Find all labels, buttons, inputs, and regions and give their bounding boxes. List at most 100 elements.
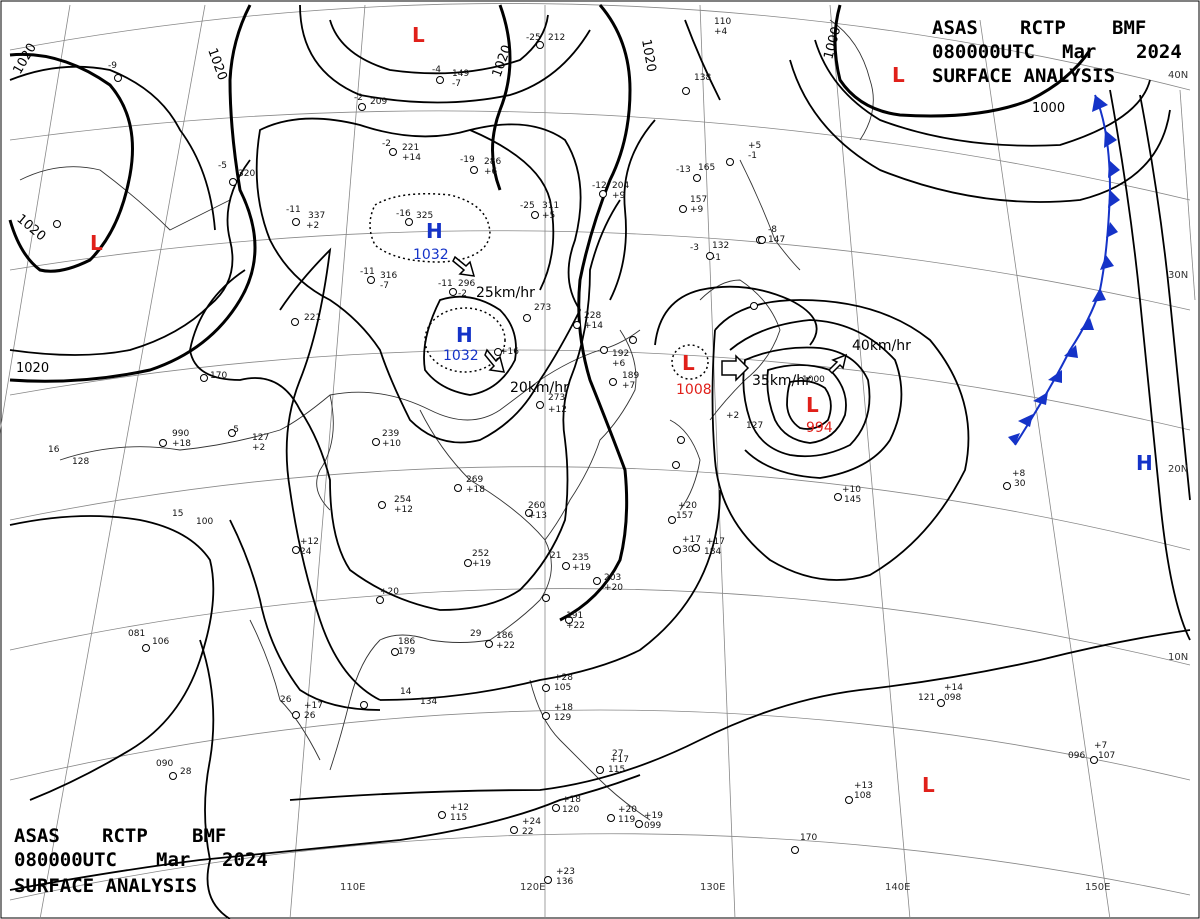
- station-circle: [679, 205, 687, 213]
- station-circle: [573, 321, 581, 329]
- station-circle: [536, 401, 544, 409]
- header-code: BMF: [192, 825, 226, 847]
- station-value: +12: [548, 405, 567, 415]
- station-value: +24: [522, 817, 541, 827]
- station-circle: [200, 374, 208, 382]
- coastline: [249, 619, 321, 761]
- movement-arrow-icon: [827, 353, 848, 375]
- station-value: -4: [432, 65, 441, 75]
- low-pressure-icon: L: [892, 63, 905, 87]
- isobar: [684, 19, 721, 101]
- station-value: +12: [450, 803, 469, 813]
- station-value: 157: [690, 195, 707, 205]
- front-triangle: [1048, 370, 1062, 383]
- station-value: 273: [548, 393, 565, 403]
- isobar-label: 1000: [821, 25, 844, 61]
- isobar-label: 1000: [1032, 101, 1065, 116]
- front-triangle: [1106, 222, 1118, 238]
- station-value: 110: [714, 17, 731, 27]
- meridian-line: [829, 4, 911, 919]
- front-triangle: [1018, 414, 1033, 427]
- isobar: [279, 247, 381, 701]
- station-value: 204: [612, 181, 629, 191]
- isobar: [9, 65, 216, 231]
- major-isobar: [8, 52, 134, 273]
- header-bottom: ASAS RCTP BMF 080000UTC Mar 2024 SURFACE…: [14, 825, 268, 897]
- station-circle: [292, 218, 300, 226]
- high-pressure-icon: H: [456, 323, 473, 347]
- station-value: 212: [548, 33, 565, 43]
- station-value: +28: [554, 673, 573, 683]
- isobar: [469, 129, 555, 291]
- header-station: RCTP: [1020, 17, 1066, 39]
- isobar: [1109, 89, 1191, 641]
- movement-speed-label: 20km/hr: [510, 380, 569, 396]
- isobar: [189, 199, 621, 611]
- station-circle: [672, 461, 680, 469]
- station-value: 228: [584, 311, 601, 321]
- isobar: [814, 39, 1151, 147]
- station-value: 107: [1098, 751, 1115, 761]
- station-value: 254: [394, 495, 411, 505]
- parallel-line: [9, 588, 1191, 666]
- lat-label: 40N: [1168, 70, 1188, 81]
- movement-speed-label: 25km/hr: [476, 285, 535, 301]
- station-value: 165: [698, 163, 715, 173]
- station-value: +12: [300, 537, 319, 547]
- station-circle: [750, 302, 758, 310]
- station-value: +23: [556, 867, 575, 877]
- header-year: 2024: [222, 849, 268, 871]
- station-circle: [525, 509, 533, 517]
- station-value: -5: [230, 425, 239, 435]
- station-value: 108: [854, 791, 871, 801]
- coastline: [529, 679, 651, 821]
- station-value: +13: [854, 781, 873, 791]
- station-circle: [845, 796, 853, 804]
- movement-arrow-icon: [484, 348, 506, 373]
- parallel-line: [9, 230, 1191, 311]
- low-pressure-icon: L: [90, 231, 103, 255]
- station-value: 106: [152, 637, 169, 647]
- isobar: [199, 639, 231, 919]
- station-value: 15: [172, 509, 183, 519]
- station-value: +10: [382, 439, 401, 449]
- station-circle: [372, 438, 380, 446]
- station-circle: [169, 772, 177, 780]
- front-triangle: [1092, 95, 1108, 112]
- front-triangle: [1100, 255, 1114, 270]
- station-circle: [542, 712, 550, 720]
- lon-label: 140E: [885, 882, 910, 893]
- isobar-label: 1020: [638, 38, 659, 73]
- high-pressure-icon: H: [1136, 451, 1153, 475]
- station-circle: [510, 826, 518, 834]
- lat-label: 30N: [1168, 270, 1188, 281]
- station-value: 28: [180, 767, 192, 777]
- station-value: 29: [470, 629, 482, 639]
- header-code: BMF: [1112, 17, 1146, 39]
- coastline: [544, 329, 637, 541]
- station-circle: [531, 211, 539, 219]
- front-triangle: [1104, 130, 1117, 148]
- station-value: 157: [676, 511, 693, 521]
- station-circle: [1003, 482, 1011, 490]
- station-value: 138: [694, 73, 711, 83]
- station-value: +20: [618, 805, 637, 815]
- major-isobar: [833, 4, 1092, 118]
- isobar: [654, 285, 818, 346]
- station-circle: [542, 684, 550, 692]
- station-value: +17: [610, 755, 629, 765]
- isobar: [299, 4, 591, 104]
- station-value: 235: [572, 553, 589, 563]
- station-value: 147: [768, 235, 785, 245]
- station-value: +18: [466, 485, 485, 495]
- station-value: 119: [618, 815, 635, 825]
- station-value: -19: [460, 155, 475, 165]
- station-value: -2: [354, 93, 363, 103]
- isobar: [609, 119, 656, 301]
- station-circle: [358, 103, 366, 111]
- station-circle: [629, 336, 637, 344]
- low-pressure-value: 994: [806, 420, 833, 436]
- station-circle: [436, 76, 444, 84]
- station-value: -11: [286, 205, 301, 215]
